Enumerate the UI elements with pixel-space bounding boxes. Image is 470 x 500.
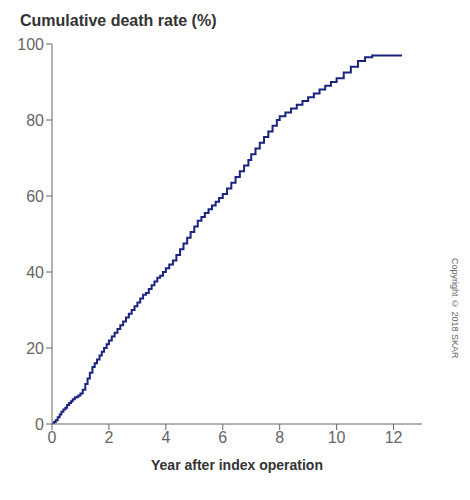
- svg-text:6: 6: [218, 429, 227, 446]
- svg-text:8: 8: [275, 429, 284, 446]
- html-text:Copyright © 2018 SKAR: Copyright © 2018 SKAR: [450, 258, 460, 359]
- html-text:Cumulative death rate (%): Cumulative death rate (%): [20, 12, 217, 29]
- svg-text:4: 4: [161, 429, 170, 446]
- svg-text:20: 20: [26, 340, 44, 357]
- svg-text:100: 100: [17, 36, 44, 53]
- svg-text:40: 40: [26, 264, 44, 281]
- svg-text:10: 10: [328, 429, 346, 446]
- svg-text:12: 12: [385, 429, 403, 446]
- svg-text:0: 0: [35, 416, 44, 433]
- svg-text:60: 60: [26, 188, 44, 205]
- svg-text:80: 80: [26, 112, 44, 129]
- svg-text:Year after index operation: Year after index operation: [151, 457, 323, 473]
- svg-text:2: 2: [104, 429, 113, 446]
- svg-text:0: 0: [48, 429, 57, 446]
